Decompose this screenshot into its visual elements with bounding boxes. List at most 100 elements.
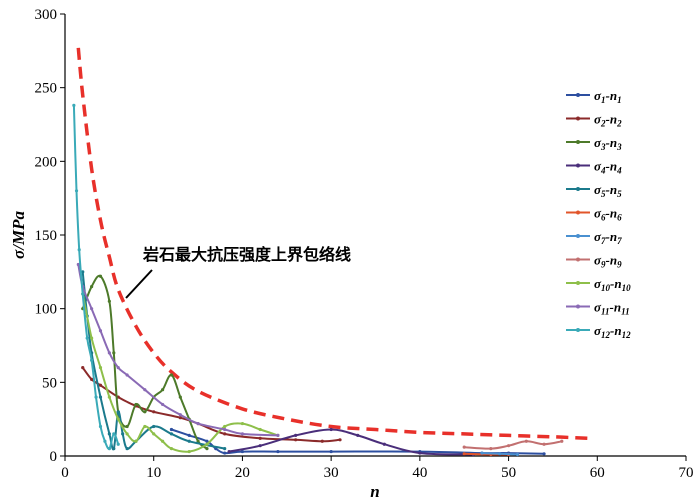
data-point: [81, 292, 85, 296]
data-point: [90, 377, 94, 381]
data-point: [134, 402, 138, 407]
axis-ticks: 0 10 20 30 40 50 60 70 0 50 100 150 200 250 300: [35, 7, 694, 481]
data-point: [116, 366, 120, 370]
series-line: [77, 264, 278, 437]
data-point: [81, 270, 85, 274]
data-point: [98, 383, 103, 387]
data-point: [205, 447, 209, 451]
data-point: [223, 432, 227, 436]
legend-label: σ11-n11: [594, 300, 630, 317]
data-point: [240, 432, 245, 436]
data-point: [143, 424, 147, 429]
data-point: [98, 329, 103, 333]
data-point: [178, 413, 182, 417]
data-point: [418, 451, 422, 455]
data-point: [276, 433, 280, 437]
data-point: [223, 447, 227, 451]
data-point: [143, 388, 147, 392]
data-point: [107, 447, 111, 451]
legend-marker: [576, 328, 580, 332]
series-line: [81, 274, 208, 450]
legend-label: σ10-n10: [594, 276, 631, 293]
data-point: [160, 439, 165, 443]
data-point: [125, 432, 129, 436]
legend-item: σ3-n3: [566, 135, 622, 152]
data-point: [112, 351, 116, 355]
legend-item: σ12-n12: [566, 323, 631, 340]
y-tick-label: 150: [35, 228, 58, 244]
data-point: [560, 439, 564, 443]
legend-item: σ1-n1: [566, 88, 622, 105]
data-point: [178, 395, 182, 399]
x-tick-label: 50: [501, 465, 516, 481]
data-point: [169, 447, 174, 451]
data-point: [196, 421, 200, 426]
annotation-text: 岩石最大抗压强度上界包络线: [142, 245, 351, 264]
data-point: [116, 417, 120, 421]
legend-item: σ9-n9: [566, 253, 622, 270]
data-point: [98, 274, 103, 278]
series-8: [462, 439, 564, 451]
legend-item: σ10-n10: [566, 276, 631, 293]
envelope-curve: [76, 47, 589, 441]
data-point: [258, 444, 262, 448]
legend-marker: [576, 257, 580, 262]
legend-label: σ4-n4: [594, 159, 622, 176]
series-7: [480, 451, 520, 457]
data-point: [227, 449, 231, 454]
data-point: [90, 358, 94, 362]
data-point: [160, 402, 165, 407]
data-point: [98, 424, 103, 429]
legend-label: σ2-n2: [594, 112, 622, 129]
legend-marker: [576, 187, 580, 191]
data-point: [76, 262, 80, 267]
data-point: [223, 427, 227, 432]
data-point: [223, 424, 227, 429]
y-tick-label: 200: [35, 154, 58, 170]
x-axis-title: n: [370, 482, 379, 501]
x-tick-label: 0: [61, 465, 69, 481]
legend-marker: [576, 93, 580, 97]
data-point: [116, 410, 120, 414]
legend-item: σ11-n11: [566, 300, 630, 317]
data-point: [152, 410, 156, 414]
x-tick-label: 10: [146, 465, 161, 481]
data-point: [98, 395, 103, 399]
data-point: [169, 432, 174, 436]
x-tick-label: 70: [679, 465, 694, 481]
y-tick-label: 300: [35, 7, 58, 23]
annotation: 岩石最大抗压强度上界包络线: [125, 245, 351, 299]
data-point: [542, 442, 546, 446]
data-point: [515, 452, 520, 457]
legend-label: σ9-n9: [594, 253, 622, 270]
series-10: [76, 262, 280, 437]
data-point: [169, 427, 174, 432]
legend-item: σ7-n7: [566, 229, 622, 246]
data-point: [187, 439, 191, 443]
data-point: [125, 447, 129, 451]
data-point: [506, 444, 511, 448]
series-5: [81, 270, 227, 451]
y-tick-label: 0: [50, 449, 58, 465]
data-point: [480, 451, 484, 455]
series-11: [72, 103, 120, 451]
legend-item: σ5-n5: [566, 182, 622, 199]
data-point: [338, 438, 342, 442]
data-point: [294, 438, 298, 442]
data-point: [94, 395, 98, 399]
data-point: [187, 433, 191, 437]
data-point: [169, 373, 174, 377]
data-point: [107, 395, 111, 399]
data-point: [121, 432, 125, 436]
series-line: [464, 440, 562, 450]
data-point: [107, 351, 111, 355]
data-point: [382, 442, 386, 446]
legend-marker: [576, 304, 580, 309]
data-point: [205, 442, 209, 446]
legend-label: σ12-n12: [594, 323, 631, 340]
data-point: [524, 439, 528, 443]
data-point: [187, 449, 191, 454]
data-point: [152, 432, 156, 436]
data-point: [90, 284, 94, 289]
